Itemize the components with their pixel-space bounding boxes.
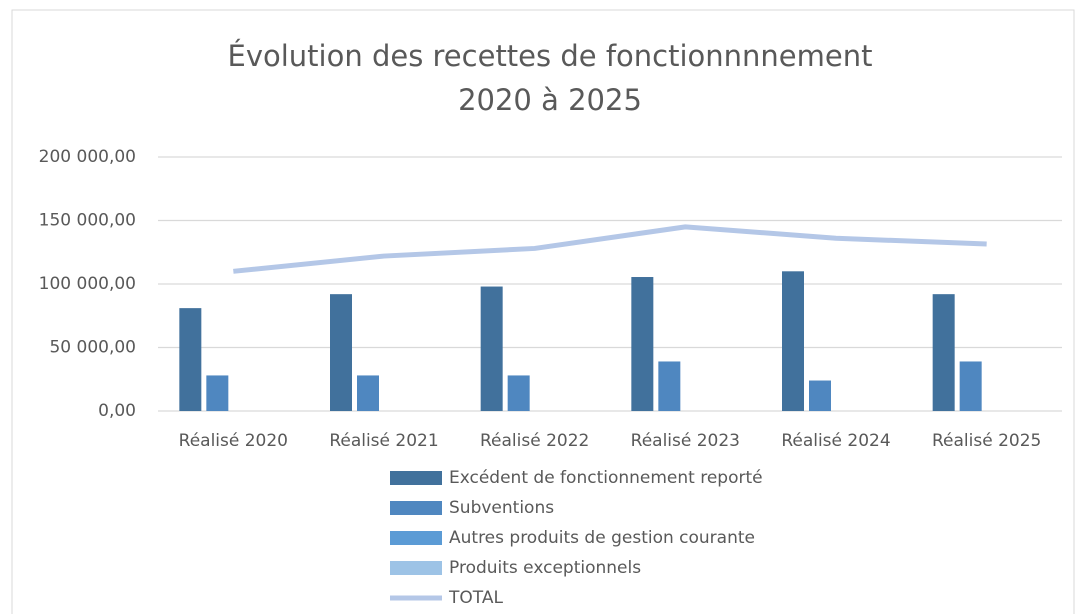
legend-swatch [390, 471, 442, 485]
y-tick-label: 150 000,00 [39, 211, 136, 231]
x-tick-label: Réalisé 2020 [179, 431, 288, 451]
bar [631, 277, 654, 411]
x-tick-label: Réalisé 2023 [631, 431, 740, 451]
bar [959, 361, 982, 411]
bar [330, 294, 352, 411]
bar [507, 375, 530, 411]
legend-swatch [390, 561, 442, 575]
bar [480, 286, 503, 411]
x-tick-label: Réalisé 2022 [480, 431, 589, 451]
legend-label: Autres produits de gestion courante [449, 528, 755, 548]
legend-label: TOTAL [448, 588, 503, 608]
legend-swatch [390, 501, 442, 515]
bar [932, 294, 955, 411]
x-tick-label: Réalisé 2025 [932, 431, 1041, 451]
legend-label: Produits exceptionnels [449, 558, 641, 578]
x-tick-label: Réalisé 2024 [781, 431, 890, 451]
bar [658, 361, 681, 411]
y-tick-label: 100 000,00 [39, 274, 136, 294]
chart-title: 2020 à 2025 [458, 83, 642, 117]
y-tick-label: 0,00 [98, 401, 136, 421]
y-tick-label: 50 000,00 [49, 338, 136, 358]
line-series [233, 224, 987, 274]
legend-label: Excédent de fonctionnement reporté [449, 468, 763, 488]
x-tick-label: Réalisé 2021 [329, 431, 438, 451]
bar [782, 271, 804, 411]
bar [179, 308, 202, 411]
chart-title: Évolution des recettes de fonctionnnneme… [228, 39, 873, 73]
bar [809, 380, 831, 411]
legend-label: Subventions [449, 498, 554, 518]
bar [206, 375, 229, 411]
legend-swatch [390, 531, 442, 545]
bar [357, 375, 379, 411]
y-tick-label: 200 000,00 [39, 147, 136, 167]
